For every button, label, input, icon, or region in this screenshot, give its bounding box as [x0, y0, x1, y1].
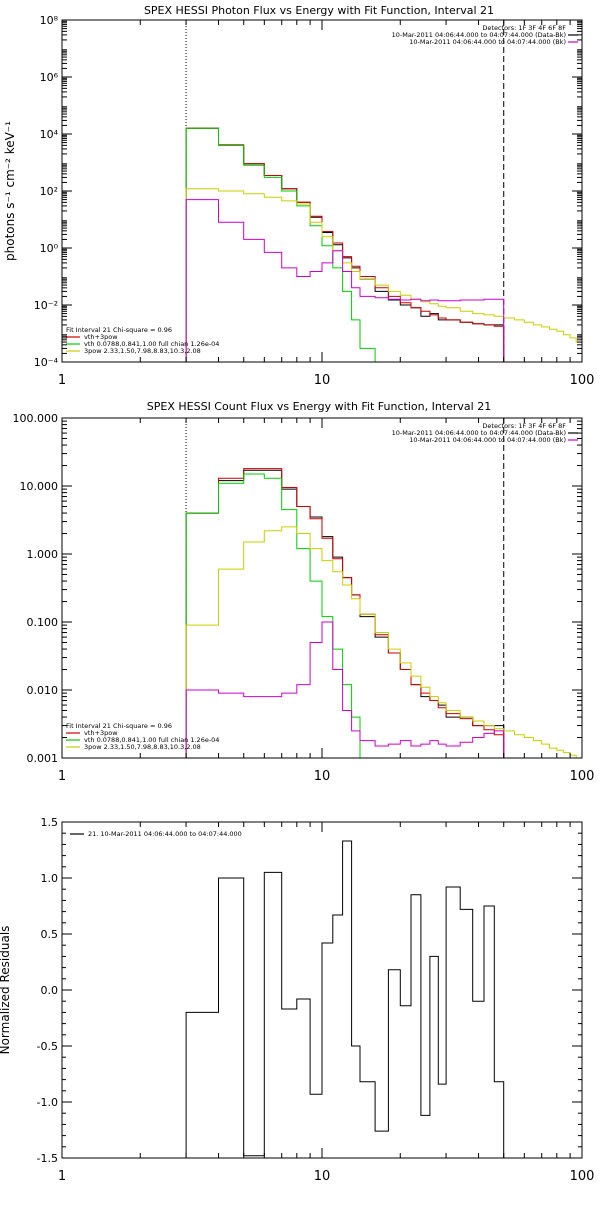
legend-entry-label: 10-Mar-2011 04:06:44.000 to 04:07:44.000… [409, 38, 566, 46]
y-tick-label: 10⁸ [40, 14, 59, 27]
panel-1-plot-frame [61, 19, 583, 363]
y-tick-label: 1.000 [27, 548, 59, 561]
series-21-10-mar-2011-04-06-44-000-to-04-07-44- [185, 840, 505, 1158]
x-tick-label: 1 [58, 373, 66, 388]
series-vth-3pow [185, 468, 505, 758]
legend-entry-label: vth+3pow [84, 729, 118, 737]
y-tick-label: 10⁻⁴ [34, 356, 59, 369]
y-tick-label: 1.0 [41, 872, 59, 885]
y-tick-label: 10⁴ [40, 128, 59, 141]
legend-entry-label: 3pow 2.33,1.50,7.98,8.83,10.3,2.08 [84, 743, 201, 751]
y-tick-label: 10.000 [20, 480, 59, 493]
legend-header: Detectors: 1F 3F 4F 6F 8F [482, 24, 566, 32]
legend-entry-label: vth+3pow [84, 333, 118, 341]
x-tick-label: 10 [314, 769, 331, 784]
series-10-mar-2011-04-06-44-000-to-04-07-44-000 [185, 469, 505, 758]
y-tick-label: 0.001 [27, 752, 59, 765]
x-tick-label: 100 [570, 1169, 595, 1184]
y-tick-label: 0.010 [27, 684, 59, 697]
y-tick-label: 10⁶ [40, 71, 59, 84]
y-tick-label: 0.0 [41, 984, 59, 997]
series-10-mar-2011-04-06-44-000-to-04-07-44-000 [185, 127, 505, 362]
x-tick-label: 10 [314, 373, 331, 388]
series-vth-0-0788-0-841-1-00-full-chian-1-26e-0 [185, 127, 389, 362]
panel-1-y-axis-label: photons s⁻¹ cm⁻² keV⁻¹ [3, 121, 17, 261]
y-tick-label: -1.5 [37, 1152, 58, 1165]
panel-2-title: SPEX HESSI Count Flux vs Energy with Fit… [147, 400, 491, 413]
y-tick-label: 1.5 [41, 816, 59, 829]
photon-flux-panel: SPEX HESSI Photon Flux vs Energy with Fi… [3, 4, 594, 388]
x-tick-label: 100 [570, 373, 595, 388]
legend-entry-label: vth 0.0788,0.841,1.00 full chian 1.26e-0… [84, 340, 219, 348]
x-tick-label: 1 [58, 769, 66, 784]
legend-entry-label: vth 0.0788,0.841,1.00 full chian 1.26e-0… [84, 736, 219, 744]
panel-1-title: SPEX HESSI Photon Flux vs Energy with Fi… [144, 4, 494, 17]
residuals-panel: 1 10 100 -1.5 -1.0 -0.5 0.0 0.5 1.0 1.5 Normalize… [0, 816, 594, 1184]
legend-entry-label: 10-Mar-2011 04:06:44.000 to 04:07:44.000… [392, 429, 566, 437]
panel-3-y-axis-label: Normalized Residuals [0, 926, 12, 1055]
panel-2-plot-frame [61, 417, 583, 759]
count-flux-panel: SPEX HESSI Count Flux vs Energy with Fit… [13, 400, 595, 784]
series-10-mar-2011-04-06-44-000-to-04-07-44-000 [185, 621, 505, 758]
x-tick-label: 100 [570, 769, 595, 784]
series-vth-3pow [185, 127, 505, 362]
fit-legend-header: Fit Interval 21 Chi-square = 0.96 [66, 326, 172, 334]
x-tick-label: 10 [314, 1169, 331, 1184]
legend-entry-label: 10-Mar-2011 04:06:44.000 to 04:07:44.000… [409, 436, 566, 444]
y-tick-label: 0.100 [27, 616, 59, 629]
fit-legend-header: Fit Interval 21 Chi-square = 0.96 [66, 722, 172, 730]
series-3pow-2-33-1-50-7-98-8-83-10-3-2-08 [185, 188, 582, 362]
series-3pow-2-33-1-50-7-98-8-83-10-3-2-08 [185, 526, 582, 758]
legend-header: Detectors: 1F 3F 4F 6F 8F [482, 422, 566, 430]
legend-entry-label: 21. 10-Mar-2011 04:06:44.000 to 04:07:44… [88, 830, 242, 838]
y-tick-label: 10² [40, 185, 58, 198]
y-tick-label: 10⁰ [40, 242, 59, 255]
legend-entry-label: 10-Mar-2011 04:06:44.000 to 04:07:44.000… [392, 31, 566, 39]
panel-3-plot-frame [61, 821, 583, 1159]
y-tick-label: -0.5 [37, 1040, 58, 1053]
y-tick-label: -1.0 [37, 1096, 58, 1109]
legend-entry-label: 3pow 2.33,1.50,7.98,8.83,10.3,2.08 [84, 347, 201, 355]
y-tick-label: 100.000 [13, 412, 59, 425]
y-tick-label: 0.5 [41, 928, 59, 941]
series-10-mar-2011-04-06-44-000-to-04-07-44-000 [185, 199, 505, 362]
series-vth-0-0788-0-841-1-00-full-chian-1-26e-0 [185, 473, 376, 758]
y-tick-label: 10⁻² [34, 299, 58, 312]
x-tick-label: 1 [58, 1169, 66, 1184]
